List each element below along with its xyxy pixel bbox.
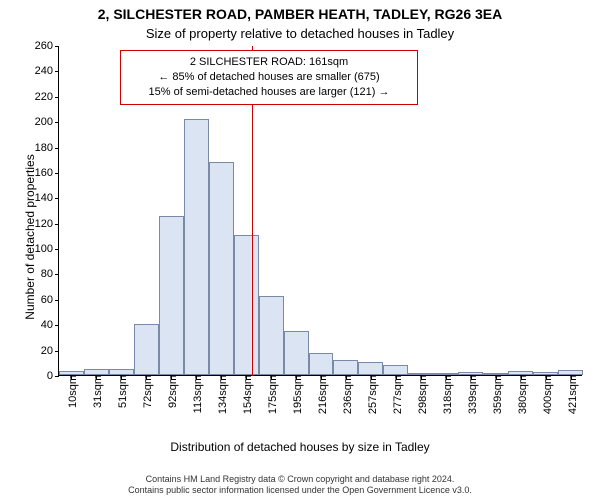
x-tick-label: 113sqm xyxy=(188,375,204,413)
bar xyxy=(159,216,184,375)
y-tick-label: 140 xyxy=(19,192,59,204)
y-tick-label: 0 xyxy=(19,370,59,382)
x-tick-label: 92sqm xyxy=(163,375,179,408)
y-tick-mark xyxy=(55,249,59,250)
bar xyxy=(383,365,408,375)
y-tick-mark xyxy=(55,300,59,301)
bar xyxy=(259,296,284,375)
callout-line-1: 2 SILCHESTER ROAD: 161sqm xyxy=(129,55,409,70)
y-tick-mark xyxy=(55,351,59,352)
x-tick-label: 400sqm xyxy=(538,375,554,414)
chart-container: 2, SILCHESTER ROAD, PAMBER HEATH, TADLEY… xyxy=(0,0,600,500)
x-tick-label: 339sqm xyxy=(463,375,479,414)
y-tick-mark xyxy=(55,97,59,98)
x-tick-label: 298sqm xyxy=(413,375,429,414)
y-tick-label: 220 xyxy=(19,91,59,103)
callout-line-2: ← 85% of detached houses are smaller (67… xyxy=(129,70,409,85)
bar xyxy=(184,119,209,375)
bar xyxy=(309,353,334,375)
x-tick-label: 359sqm xyxy=(488,375,504,414)
bar xyxy=(134,324,159,375)
y-tick-label: 100 xyxy=(19,243,59,255)
y-tick-mark xyxy=(55,376,59,377)
y-tick-label: 40 xyxy=(19,319,59,331)
x-tick-label: 277sqm xyxy=(388,375,404,414)
x-tick-label: 236sqm xyxy=(338,375,354,414)
x-tick-label: 10sqm xyxy=(63,375,79,408)
bar xyxy=(234,235,259,375)
footnote-line-1: Contains HM Land Registry data © Crown c… xyxy=(0,474,600,485)
x-tick-label: 318sqm xyxy=(438,375,454,414)
x-tick-label: 51sqm xyxy=(113,375,129,408)
x-tick-label: 216sqm xyxy=(313,375,329,414)
y-tick-mark xyxy=(55,122,59,123)
footnote: Contains HM Land Registry data © Crown c… xyxy=(0,474,600,497)
bar xyxy=(284,331,309,375)
reference-callout: 2 SILCHESTER ROAD: 161sqm ← 85% of detac… xyxy=(120,50,418,105)
y-tick-label: 80 xyxy=(19,268,59,280)
y-tick-label: 260 xyxy=(19,40,59,52)
x-axis-label: Distribution of detached houses by size … xyxy=(0,440,600,454)
y-tick-mark xyxy=(55,173,59,174)
x-tick-label: 421sqm xyxy=(563,375,579,414)
x-tick-label: 195sqm xyxy=(288,375,304,414)
y-tick-label: 160 xyxy=(19,167,59,179)
chart-subtitle: Size of property relative to detached ho… xyxy=(0,26,600,41)
footnote-line-2: Contains public sector information licen… xyxy=(0,485,600,496)
y-tick-label: 20 xyxy=(19,345,59,357)
x-tick-label: 134sqm xyxy=(213,375,229,414)
x-tick-label: 72sqm xyxy=(138,375,154,408)
x-tick-label: 380sqm xyxy=(513,375,529,414)
y-tick-label: 120 xyxy=(19,218,59,230)
y-tick-mark xyxy=(55,274,59,275)
y-tick-label: 60 xyxy=(19,294,59,306)
y-tick-mark xyxy=(55,198,59,199)
y-tick-mark xyxy=(55,71,59,72)
x-tick-label: 154sqm xyxy=(238,375,254,414)
x-tick-label: 31sqm xyxy=(88,375,104,408)
callout-line-3: 15% of semi-detached houses are larger (… xyxy=(129,85,409,100)
x-tick-label: 175sqm xyxy=(263,375,279,414)
bar xyxy=(358,362,383,375)
y-axis-label: Number of detached properties xyxy=(23,127,37,347)
y-tick-label: 180 xyxy=(19,142,59,154)
y-tick-label: 240 xyxy=(19,65,59,77)
y-tick-label: 200 xyxy=(19,116,59,128)
y-tick-mark xyxy=(55,325,59,326)
y-tick-mark xyxy=(55,224,59,225)
bar xyxy=(333,360,358,375)
y-tick-mark xyxy=(55,46,59,47)
y-tick-mark xyxy=(55,148,59,149)
bar xyxy=(209,162,234,375)
chart-title: 2, SILCHESTER ROAD, PAMBER HEATH, TADLEY… xyxy=(0,6,600,22)
x-tick-label: 257sqm xyxy=(363,375,379,414)
